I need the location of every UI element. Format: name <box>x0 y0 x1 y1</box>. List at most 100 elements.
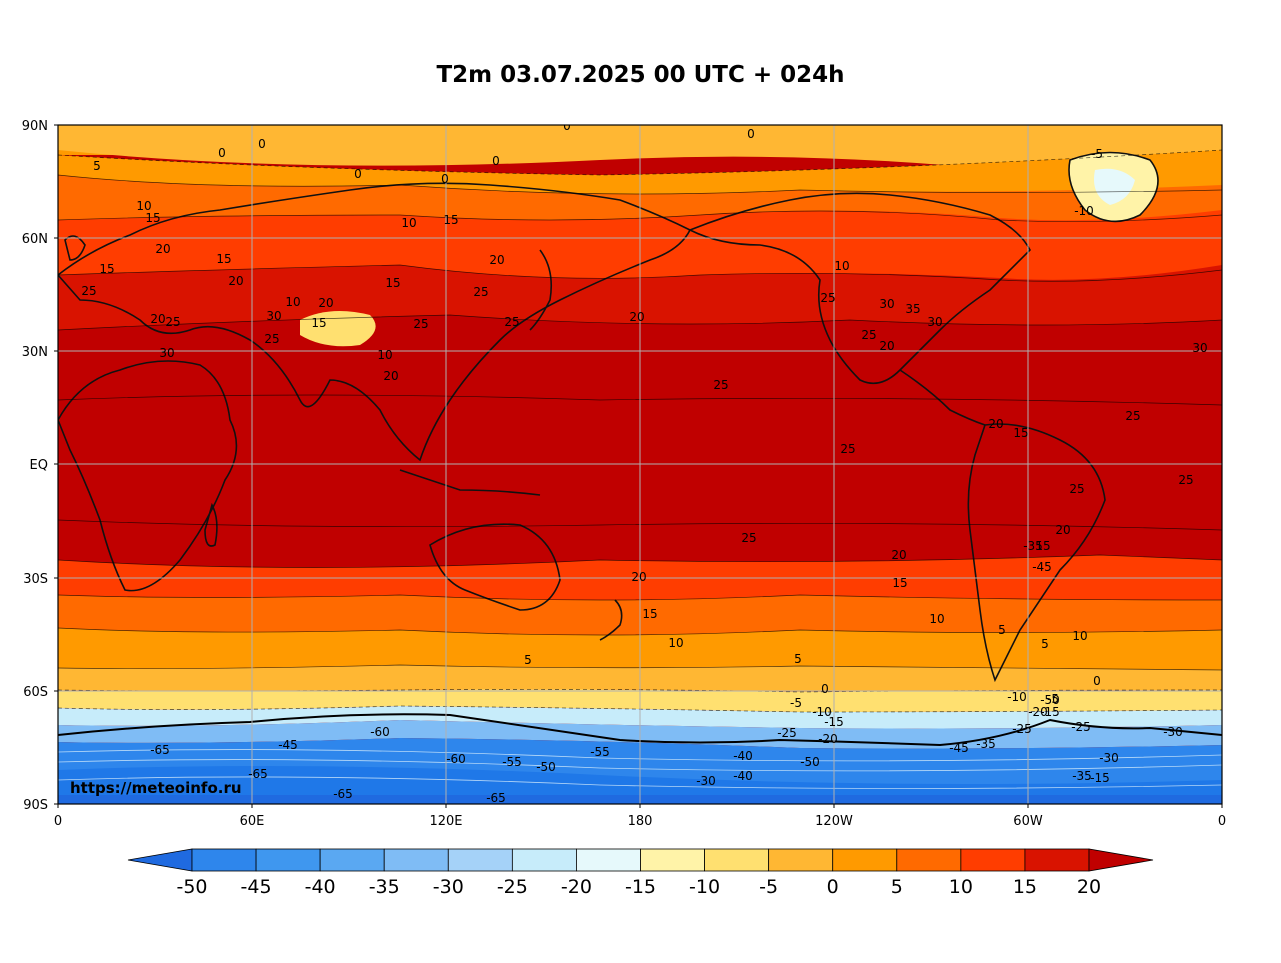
colorbar-swatch <box>255 848 321 872</box>
colorbar-extend-low <box>127 848 193 872</box>
colorbar-swatch <box>319 848 385 872</box>
contour-value-label: -10 <box>1074 204 1094 218</box>
contour-value-label: 15 <box>311 316 326 330</box>
contour-value-label: 15 <box>99 262 114 276</box>
contour-value-label: 20 <box>383 369 398 383</box>
colorbar-swatch <box>640 848 705 872</box>
contour-value-label: 20 <box>228 274 243 288</box>
contour-value-label: 20 <box>1055 523 1070 537</box>
contour-value-label: 25 <box>741 531 756 545</box>
contour-value-label: 20 <box>155 242 170 256</box>
lat-label: 30N <box>22 345 48 360</box>
contour-value-label: 20 <box>879 339 894 353</box>
contour-value-label: 20 <box>631 570 646 584</box>
colorbar-swatch <box>896 848 962 872</box>
contour-value-label: 15 <box>642 607 657 621</box>
colorbar-swatch <box>447 848 513 872</box>
contour-value-label: 20 <box>318 296 333 310</box>
contour-value-label: -60 <box>446 752 466 766</box>
contour-value-label: -55 <box>502 755 522 769</box>
contour-value-label: -25 <box>777 726 797 740</box>
contour-value-label: 20 <box>988 417 1003 431</box>
contour-value-label: 0 <box>258 137 266 151</box>
contour-value-label: 25 <box>820 291 835 305</box>
contour-value-label: -25 <box>1071 720 1091 734</box>
contour-value-label: 25 <box>504 315 519 329</box>
lat-label: 90N <box>22 119 48 134</box>
contour-value-label: 15 <box>892 576 907 590</box>
colorbar-swatch <box>832 848 898 872</box>
contour-value-label: 0 <box>354 167 362 181</box>
lon-label: 180 <box>628 814 653 829</box>
contour-value-label: 25 <box>713 378 728 392</box>
contour-value-label: 25 <box>264 332 279 346</box>
lat-label: 60S <box>23 685 48 700</box>
contour-value-label: -35 <box>976 737 996 751</box>
contour-value-label: 25 <box>840 442 855 456</box>
antarctica-coast <box>58 713 1222 747</box>
contour-value-label: 25 <box>413 317 428 331</box>
contour-value-label: 5 <box>1041 637 1049 651</box>
lon-label: 0 <box>1218 814 1226 829</box>
contour-value-label: 15 <box>385 276 400 290</box>
contour-value-label: 5 <box>998 623 1006 637</box>
colorbar-swatch <box>1024 848 1090 872</box>
contour-value-label: 10 <box>136 199 151 213</box>
lon-label: 0 <box>54 814 62 829</box>
tibet-cold <box>300 311 376 347</box>
colorbar-swatch <box>960 848 1026 872</box>
contour-value-label: -60 <box>370 725 390 739</box>
contour-value-label: 0 <box>821 682 829 696</box>
colorbar-tick-label: 10 <box>949 876 973 898</box>
contour-value-label: 30 <box>879 297 894 311</box>
contour-value-label: -25 <box>1012 722 1032 736</box>
contour-value-label: -5 <box>1091 147 1103 161</box>
contour-value-label: -65 <box>333 787 353 801</box>
contour-value-label: 15 <box>443 213 458 227</box>
contour-value-label: 25 <box>1069 482 1084 496</box>
contour-value-label: 15 <box>216 252 231 266</box>
contour-value-label: 30 <box>266 309 281 323</box>
contour-value-label: 30 <box>159 346 174 360</box>
contour-value-label: 30 <box>927 315 942 329</box>
contour-value-label: 0 <box>492 154 500 168</box>
contour-value-label: -15 <box>1090 771 1110 785</box>
colorbar-tick-label: 20 <box>1077 876 1101 898</box>
contour-value-label: -20 <box>818 732 838 746</box>
gridlines <box>58 125 1222 804</box>
contour-value-label: 30 <box>1192 341 1207 355</box>
contour-value-label: -40 <box>733 769 753 783</box>
contour-value-label: 25 <box>861 328 876 342</box>
contour-value-label: -10 <box>1007 690 1027 704</box>
contour-value-label: -50 <box>800 755 820 769</box>
colorbar-tick-label: -5 <box>759 876 778 898</box>
contour-value-label: -35 <box>1072 769 1092 783</box>
contour-value-label: 0 <box>747 127 755 141</box>
contour-value-label: -35 <box>1023 539 1043 553</box>
colorbar-tick-label: -50 <box>176 876 207 898</box>
contour-value-label: 0 <box>218 146 226 160</box>
colorbar-tick-label: -40 <box>305 876 336 898</box>
lon-label: 120E <box>429 814 462 829</box>
axis-ticks <box>54 124 1223 808</box>
greenland-core <box>1094 168 1135 205</box>
longitude-labels: 0 60E 120E 180 120W 60W 0 <box>54 814 1226 829</box>
colorbar-tick-label: -15 <box>625 876 656 898</box>
colorbar-tick-label: -25 <box>497 876 528 898</box>
contour-value-label: 25 <box>1178 473 1193 487</box>
band-north-5b <box>58 150 1222 194</box>
colorbar: -50 -45 -40 -35 -30 -25 -20 -15 -10 -5 0 5 10 15 20 <box>127 848 1154 898</box>
contour-value-label: 15 <box>1035 539 1050 553</box>
contour-value-label: -65 <box>486 791 506 805</box>
contour-value-label: -40 <box>733 749 753 763</box>
colorbar-swatch <box>768 848 834 872</box>
contour-value-label: 10 <box>401 216 416 230</box>
contour-value-label: 20 <box>891 548 906 562</box>
contour-value-label: -45 <box>278 738 298 752</box>
colorbar-swatch <box>191 848 257 872</box>
contour-value-label: -55 <box>590 745 610 759</box>
contour-value-label: 25 <box>81 284 96 298</box>
contour-value-label: 0 <box>1093 674 1101 688</box>
colorbar-swatch <box>511 848 577 872</box>
